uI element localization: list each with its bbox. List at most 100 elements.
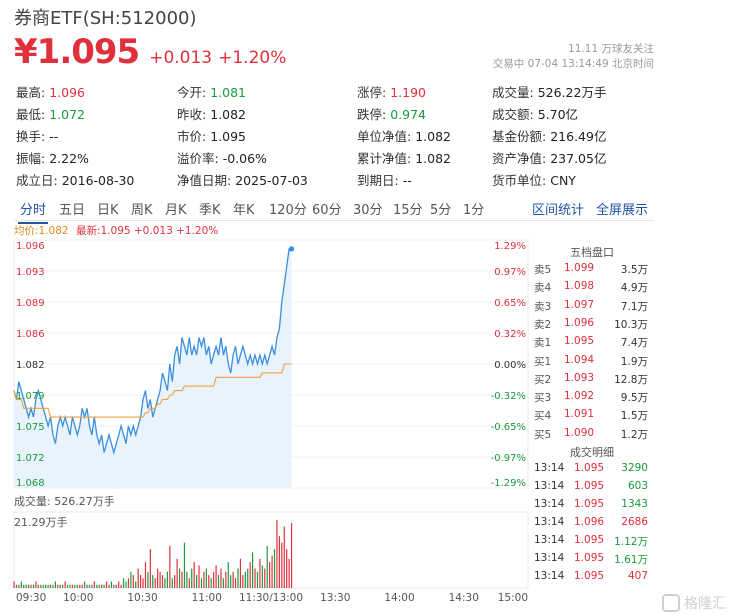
trade-time: 13:14 (534, 516, 565, 528)
price-line (13, 248, 292, 456)
stat-label: 单位净值: (357, 129, 412, 144)
volume-bar (84, 581, 86, 588)
stat-value: 1.082 (415, 129, 452, 144)
trade-vol: 1.61万 (614, 554, 648, 566)
order-book-vol: 12.8万 (614, 373, 648, 386)
stat-item: 振幅: 2.22% (16, 148, 89, 167)
volume-bar (234, 578, 237, 588)
volume-bar (222, 578, 224, 588)
tab-12[interactable]: 1分 (463, 203, 485, 218)
volume-bar (113, 584, 115, 588)
volume-bar (157, 568, 159, 588)
tab-8[interactable]: 60分 (312, 203, 342, 218)
trade-row: 13:14 1.095 407 (534, 570, 650, 588)
volume-bar (247, 568, 249, 588)
volume-bar (42, 584, 44, 588)
stat-label: 最低: (16, 107, 46, 122)
tab-2[interactable]: 日K (97, 203, 119, 218)
price-panel-frame (13, 239, 529, 489)
stat-item: 换手: -- (16, 126, 58, 145)
stat-label: 最高: (16, 85, 46, 100)
pct-tick-label: 0.97% (494, 267, 526, 278)
latest-price-legend: 最新:1.095 +0.013 +1.20% (75, 225, 219, 237)
volume-bar (191, 568, 193, 588)
trade-row: 13:14 1.096 2686 (534, 516, 650, 534)
order-book-vol: 1.5万 (620, 410, 648, 423)
tab-3[interactable]: 周K (131, 203, 153, 218)
order-book-row: 卖3 1.097 7.1万 (534, 299, 650, 317)
volume-bar (118, 581, 120, 588)
trade-time: 13:14 (534, 462, 565, 474)
order-book-row: 买3 1.092 9.5万 (534, 390, 650, 408)
volume-bar (198, 565, 200, 588)
stat-label: 货币单位: (492, 173, 547, 188)
stat-label: 换手: (16, 129, 46, 144)
tab-1[interactable]: 五日 (59, 203, 86, 218)
price-row: ¥1.095 +0.013 +1.20% (14, 32, 286, 72)
order-book-label: 买4 (534, 410, 552, 423)
stat-label: 市价: (177, 129, 207, 144)
volume-bar (225, 571, 227, 588)
tab-4[interactable]: 月K (165, 203, 187, 218)
avg-line (13, 363, 292, 418)
volume-bar (237, 568, 239, 588)
watermark: 格隆汇 (662, 593, 726, 613)
volume-bar (76, 584, 78, 588)
fullscreen-link[interactable]: 全屏展示 (596, 203, 649, 218)
stat-item: 单位净值: 1.082 (357, 126, 451, 145)
volume-bar (142, 578, 144, 588)
chart-legend: 均价:1.082 最新:1.095 +0.013 +1.20% (14, 223, 218, 238)
trade-row: 13:14 1.095 3290 (534, 462, 650, 480)
stat-value: 1.082 (415, 151, 452, 166)
volume-bar (183, 542, 186, 588)
volume-bar (115, 584, 117, 588)
tab-9[interactable]: 30分 (353, 203, 383, 218)
range-stats-link[interactable]: 区间统计 (532, 203, 585, 218)
order-book-vol: 1.9万 (620, 355, 648, 368)
trade-price: 1.095 (574, 480, 605, 492)
volume-bar (159, 571, 161, 588)
volume-bar (23, 584, 25, 588)
pct-tick-label: 0.32% (494, 329, 526, 340)
order-book-label: 卖5 (534, 264, 552, 276)
pct-tick-label: 0.00% (494, 360, 526, 371)
volume-bar (227, 562, 229, 588)
volume-bar (28, 584, 30, 588)
tab-5[interactable]: 季K (199, 203, 221, 218)
price-tick-label: 1.079 (16, 391, 45, 402)
pct-tick-label: -0.97% (491, 453, 526, 464)
volume-bar (125, 581, 127, 588)
tab-10[interactable]: 15分 (393, 203, 423, 218)
page-title: 券商ETF(SH:512000) (14, 8, 197, 29)
tab-0[interactable]: 分时 (17, 199, 49, 224)
volume-bar (93, 581, 95, 588)
stat-label: 净值日期: (177, 173, 232, 188)
volume-bar (81, 584, 83, 588)
volume-bar (54, 581, 56, 588)
order-book-row: 买2 1.093 12.8万 (534, 372, 650, 390)
stat-label: 累计净值: (357, 151, 412, 166)
order-book-vol: 10.3万 (614, 318, 648, 331)
volume-bar (110, 581, 112, 588)
tab-6[interactable]: 年K (233, 203, 255, 218)
stat-value: 1.096 (49, 85, 86, 100)
time-tick-label: 11:00 (192, 592, 222, 604)
pct-tick-label: 0.65% (494, 298, 526, 309)
tab-7[interactable]: 120分 (269, 203, 307, 218)
trade-row: 13:14 1.095 1.12万 (534, 534, 650, 552)
volume-bar (239, 558, 242, 588)
volume-bar (103, 584, 105, 588)
price-tick-label: 1.072 (16, 453, 45, 464)
order-book-price: 1.092 (564, 390, 595, 403)
volume-bar (232, 571, 234, 588)
trade-vol: 603 (627, 480, 648, 492)
volume-bar (144, 562, 147, 588)
tab-11[interactable]: 5分 (430, 203, 452, 218)
stat-item: 成交量: 526.22万手 (492, 82, 606, 101)
stat-item: 今开: 1.081 (177, 82, 246, 101)
volume-bar (220, 568, 222, 588)
volume-bar (181, 571, 183, 588)
order-book-vol: 7.4万 (620, 337, 648, 350)
trade-vol: 407 (627, 570, 648, 582)
time-tick-label: 10:00 (63, 592, 93, 604)
